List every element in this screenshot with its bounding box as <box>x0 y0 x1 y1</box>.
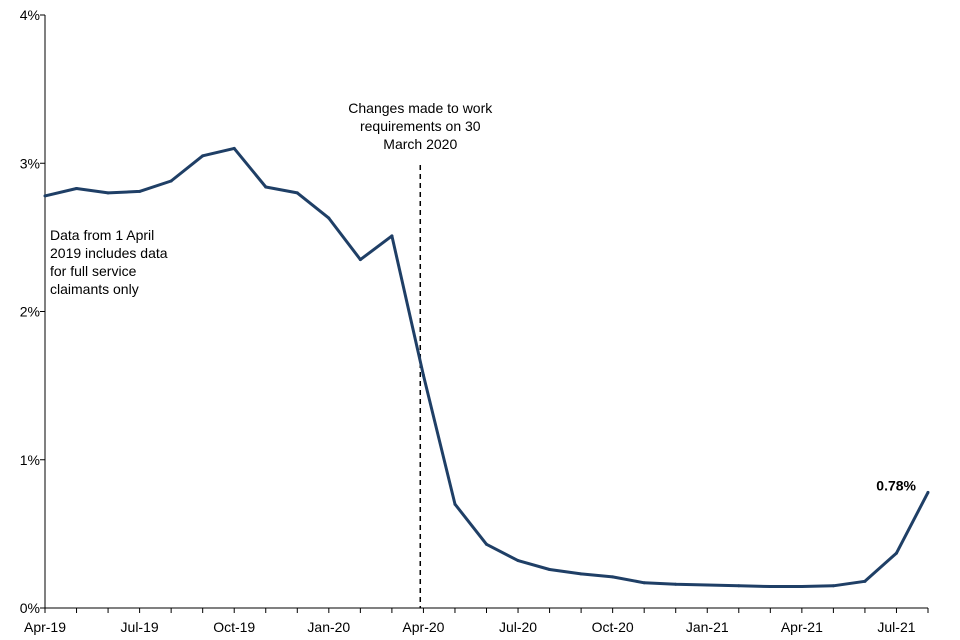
x-tick-label: Jul-20 <box>499 619 537 635</box>
x-tick-label: Jul-21 <box>877 619 915 635</box>
data-point <box>611 575 615 579</box>
x-tick-label: Jan-21 <box>686 619 729 635</box>
y-tick-label: 3% <box>20 155 40 171</box>
data-point <box>75 186 79 190</box>
reference-line-label: March 2020 <box>383 136 457 152</box>
reference-line-label: Changes made to work <box>348 100 493 116</box>
x-axis-ticks: Apr-19 Jul-19 Oct-19 Jan-20 Apr-20 Jul-20 Oct-… <box>24 608 929 635</box>
data-point <box>737 584 741 588</box>
data-point <box>548 567 552 571</box>
data-point <box>894 551 898 555</box>
data-point <box>674 582 678 586</box>
data-point <box>169 179 173 183</box>
data-point <box>705 583 709 587</box>
data-note-annotation: for full service <box>50 263 137 279</box>
data-point <box>926 490 930 494</box>
data-point <box>421 373 425 377</box>
y-axis-ticks: 0% 1% 2% 3% 4% <box>20 7 45 616</box>
data-point <box>768 585 772 589</box>
x-tick-label: Oct-20 <box>592 619 634 635</box>
data-point <box>642 581 646 585</box>
y-tick-label: 0% <box>20 600 40 616</box>
data-point <box>516 559 520 563</box>
x-tick-label: Oct-19 <box>213 619 255 635</box>
reference-line-label: requirements on 30 <box>360 118 481 134</box>
data-point <box>485 542 488 546</box>
y-tick-label: 2% <box>20 304 40 320</box>
y-tick-label: 4% <box>20 7 40 23</box>
reference-line-group: Changes made to work requirements on 30 Ma… <box>348 100 493 608</box>
data-note-annotation: 2019 includes data <box>50 245 168 261</box>
data-point <box>138 189 142 193</box>
data-point <box>863 579 867 583</box>
data-point <box>579 572 583 576</box>
data-point <box>358 258 362 262</box>
data-point <box>453 502 457 506</box>
series-line <box>44 146 930 588</box>
data-point <box>264 185 268 189</box>
end-value-label: 0.78% <box>876 477 916 493</box>
data-point <box>390 234 394 238</box>
data-point <box>232 146 236 150</box>
x-tick-label: Apr-20 <box>402 619 444 635</box>
data-point <box>295 191 299 195</box>
annotations-group: Data from 1 April 2019 includes data for f… <box>50 227 917 493</box>
data-point <box>106 191 110 195</box>
x-tick-label: Apr-21 <box>781 619 823 635</box>
data-note-annotation: Data from 1 April <box>50 227 154 243</box>
data-point <box>831 584 835 588</box>
y-tick-label: 1% <box>20 452 40 468</box>
x-tick-label: Jul-19 <box>121 619 159 635</box>
data-note-annotation: claimants only <box>50 281 139 297</box>
data-point <box>201 154 205 158</box>
series-group <box>43 146 930 589</box>
x-tick-label: Jan-20 <box>307 619 350 635</box>
data-point <box>800 585 804 589</box>
data-point <box>327 216 331 220</box>
data-point <box>43 194 47 198</box>
x-tick-label: Apr-19 <box>24 619 66 635</box>
